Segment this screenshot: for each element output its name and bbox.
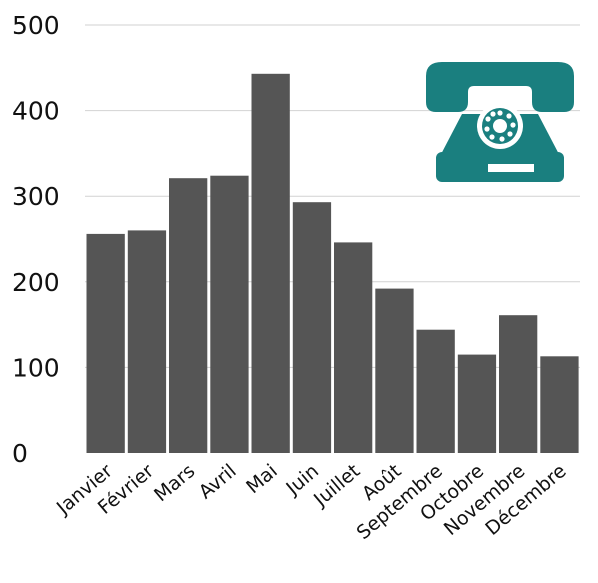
bar-février [127,230,167,453]
bar-avril [210,175,249,453]
bar-août [375,288,414,453]
telephone-icon [426,62,574,182]
y-tick-label: 200 [12,268,60,297]
x-tick-label: Mai [242,460,282,498]
x-tick-label: Mars [150,460,199,506]
y-tick-label: 300 [12,182,60,211]
y-tick-label: 400 [12,97,60,126]
bar-mai [251,73,290,454]
bar-juin [292,202,332,453]
bar-décembre [540,356,579,453]
y-axis-ticks: 0 100 200 300 400 500 [12,11,60,468]
bar-janvier [86,233,125,453]
bar-octobre [457,354,497,453]
x-tick-label: Juillet [309,460,364,511]
bar-novembre [499,315,538,453]
y-tick-label: 100 [12,353,60,382]
bar-juillet [334,242,373,453]
bar-septembre [416,329,455,453]
y-tick-label: 0 [12,439,28,468]
y-tick-label: 500 [12,11,60,40]
bar-mars [169,178,208,453]
x-tick-label: Avril [195,460,241,504]
bars [86,73,579,454]
